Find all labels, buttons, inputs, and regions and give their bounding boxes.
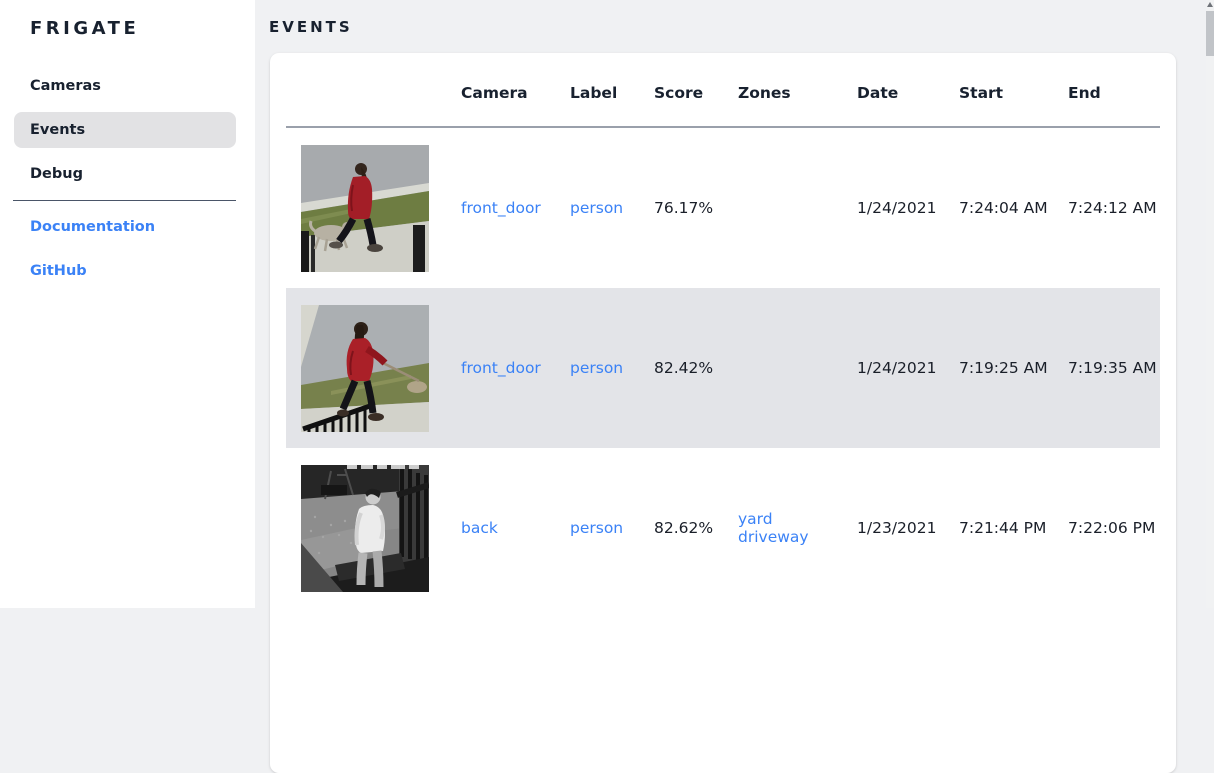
- cell-start: 7:19:25 AM: [959, 359, 1048, 377]
- cell-score: 82.62%: [654, 519, 714, 537]
- cell-date: 1/24/2021: [857, 199, 937, 217]
- column-score: Score: [654, 83, 704, 102]
- cell-camera: back: [461, 519, 570, 537]
- app-logo: FRIGATE: [30, 18, 140, 39]
- cell-end: 7:22:06 PM: [1068, 519, 1156, 537]
- vertical-scrollbar[interactable]: [1206, 0, 1214, 608]
- sidebar-item-debug[interactable]: Debug: [0, 152, 255, 196]
- cell-camera: front_door: [461, 359, 570, 377]
- table-row[interactable]: front_door person 76.17% 1/24/2021 7:24:…: [286, 128, 1160, 288]
- column-end: End: [1068, 83, 1101, 102]
- table-header-row: Camera Label Score Zones Date Start End: [286, 53, 1160, 128]
- cell-end: 7:19:35 AM: [1068, 359, 1157, 377]
- column-camera: Camera: [461, 83, 528, 102]
- events-card: Camera Label Score Zones Date Start End: [270, 53, 1176, 773]
- cell-score: 76.17%: [654, 199, 714, 217]
- column-label: Label: [570, 83, 618, 102]
- cell-label: person: [570, 199, 654, 217]
- scrollbar-thumb[interactable]: [1206, 11, 1214, 56]
- zone-link[interactable]: driveway: [738, 528, 809, 546]
- thumbnail-cell: [286, 144, 461, 272]
- label-link[interactable]: person: [570, 359, 624, 377]
- camera-link[interactable]: front_door: [461, 359, 541, 377]
- sidebar-item-label: Events: [30, 122, 86, 138]
- cell-label: person: [570, 519, 654, 537]
- zone-link[interactable]: yard: [738, 510, 773, 528]
- sidebar-link-label: GitHub: [30, 263, 87, 279]
- cell-label: person: [570, 359, 654, 377]
- sidebar-item-label: Debug: [30, 166, 83, 182]
- table-row-highlighted[interactable]: front_door person 82.42% 1/24/2021 7:19:…: [286, 288, 1160, 448]
- sidebar: FRIGATE Cameras Events Debug Documentati…: [0, 0, 255, 608]
- table-row[interactable]: back person 82.62% yard driveway 1/23/20…: [286, 448, 1160, 608]
- main-content: EVENTS Camera Label Score Zones Date Sta…: [255, 0, 1206, 773]
- sidebar-divider: [13, 200, 236, 201]
- cell-date: 1/23/2021: [857, 519, 937, 537]
- column-date: Date: [857, 83, 899, 102]
- cell-start: 7:24:04 AM: [959, 199, 1048, 217]
- event-thumbnail[interactable]: [301, 464, 429, 592]
- label-link[interactable]: person: [570, 519, 624, 537]
- page-header: EVENTS: [255, 0, 1206, 53]
- sidebar-link-documentation[interactable]: Documentation: [0, 205, 255, 249]
- cell-end: 7:24:12 AM: [1068, 199, 1157, 217]
- camera-link[interactable]: back: [461, 519, 498, 537]
- sidebar-link-github[interactable]: GitHub: [0, 249, 255, 293]
- cell-zones: yard driveway: [738, 510, 857, 546]
- sidebar-item-events[interactable]: Events: [0, 108, 255, 152]
- column-start: Start: [959, 83, 1004, 102]
- camera-link[interactable]: front_door: [461, 199, 541, 217]
- page-title: EVENTS: [269, 17, 353, 36]
- sidebar-item-cameras[interactable]: Cameras: [0, 64, 255, 108]
- cell-date: 1/24/2021: [857, 359, 937, 377]
- cell-camera: front_door: [461, 199, 570, 217]
- thumbnail-cell: [286, 464, 461, 592]
- cell-start: 7:21:44 PM: [959, 519, 1047, 537]
- column-zones: Zones: [738, 83, 791, 102]
- thumbnail-cell: [286, 304, 461, 432]
- event-thumbnail[interactable]: [301, 304, 429, 432]
- sidebar-item-label: Cameras: [30, 78, 101, 94]
- scroll-up-icon[interactable]: [1207, 2, 1213, 7]
- label-link[interactable]: person: [570, 199, 624, 217]
- sidebar-link-label: Documentation: [30, 219, 156, 235]
- event-thumbnail[interactable]: [301, 144, 429, 272]
- sidebar-nav: Cameras Events Debug Documentation GitHu…: [0, 64, 255, 293]
- nav-pill-selected: [14, 112, 236, 148]
- cell-score: 82.42%: [654, 359, 714, 377]
